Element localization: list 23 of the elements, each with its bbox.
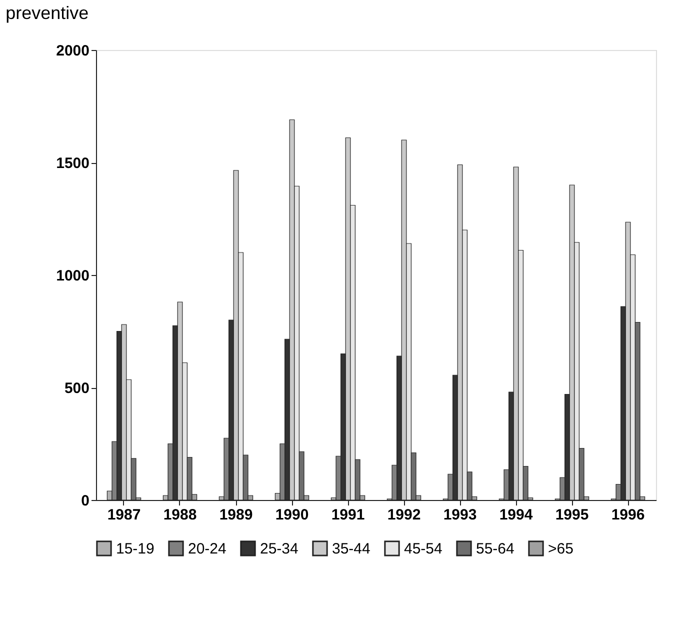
legend-label: 55-64: [476, 540, 514, 558]
x-tick-label: 1991: [331, 506, 365, 524]
x-tick-label: 1988: [163, 506, 197, 524]
y-tick-label: 500: [64, 380, 90, 397]
y-tick-label: 0: [81, 492, 90, 510]
legend-label: 45-54: [404, 540, 442, 558]
x-tick-label: 1993: [443, 506, 477, 524]
x-tick-label: 1995: [555, 506, 589, 524]
legend-label: 15-19: [116, 540, 154, 558]
x-tick-label: 1992: [387, 506, 421, 524]
y-tick-label: 1000: [56, 268, 90, 284]
y-tick-label: 1500: [56, 155, 90, 172]
chart-title: preventive: [6, 3, 89, 23]
legend-label: 25-34: [260, 540, 298, 558]
x-tick-label: 1987: [107, 506, 141, 524]
legend-label: >65: [548, 540, 574, 558]
x-tick-label: 1989: [219, 506, 253, 524]
x-tick-label: 1996: [611, 506, 645, 524]
legend-label: 20-24: [188, 540, 226, 558]
x-tick-label: 1994: [499, 506, 534, 524]
x-tick-label: 1990: [275, 506, 309, 524]
y-tick-label: 2000: [56, 42, 90, 60]
legend-label: 35-44: [332, 540, 370, 558]
